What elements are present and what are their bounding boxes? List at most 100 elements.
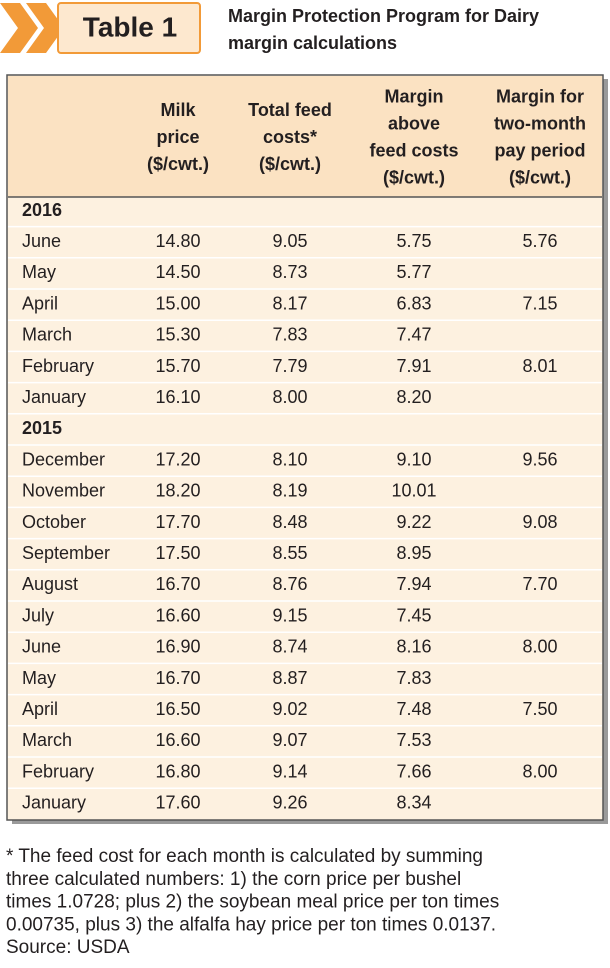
column-header: Total feed — [248, 100, 332, 120]
cell: 8.17 — [272, 293, 307, 313]
footnote: Source: USDA — [6, 937, 130, 958]
cell: 7.53 — [396, 730, 431, 750]
month: February — [22, 761, 94, 781]
month: June — [22, 637, 61, 657]
cell: 8.95 — [396, 543, 431, 563]
cell: 9.10 — [396, 449, 431, 469]
table-label: Table 1 — [83, 11, 177, 42]
footnote: 0.00735, plus 3) the alfalfa hay price p… — [6, 914, 496, 935]
cell: 8.55 — [272, 543, 307, 563]
cell: 17.70 — [155, 512, 200, 532]
cell: 15.70 — [155, 356, 200, 376]
cell: 8.10 — [272, 449, 307, 469]
cell: 16.70 — [155, 668, 200, 688]
cell: 8.00 — [522, 761, 557, 781]
cell: 16.80 — [155, 761, 200, 781]
cell: 16.90 — [155, 637, 200, 657]
month: February — [22, 356, 94, 376]
month: July — [22, 605, 54, 625]
cell: 7.66 — [396, 761, 431, 781]
column-header: pay period — [494, 140, 585, 160]
cell: 14.80 — [155, 231, 200, 251]
title: Margin Protection Program for Dairy — [228, 6, 539, 26]
cell: 9.14 — [272, 761, 307, 781]
month: March — [22, 325, 72, 345]
column-header: feed costs — [369, 140, 458, 160]
column-header: two-month — [494, 113, 586, 133]
month: March — [22, 730, 72, 750]
title: margin calculations — [228, 33, 397, 53]
cell: 7.50 — [522, 699, 557, 719]
cell: 16.60 — [155, 605, 200, 625]
cell: 7.79 — [272, 356, 307, 376]
year-heading: 2015 — [22, 418, 62, 438]
chevron — [26, 3, 64, 53]
cell: 8.34 — [396, 793, 431, 813]
cell: 7.83 — [396, 668, 431, 688]
month: January — [22, 387, 86, 407]
cell: 7.48 — [396, 699, 431, 719]
month: June — [22, 231, 61, 251]
cell: 7.91 — [396, 356, 431, 376]
cell: 9.26 — [272, 793, 307, 813]
month: August — [22, 574, 78, 594]
cell: 6.83 — [396, 293, 431, 313]
cell: 8.76 — [272, 574, 307, 594]
column-header: ($/cwt.) — [509, 167, 571, 187]
month: May — [22, 668, 56, 688]
month: April — [22, 699, 58, 719]
footnote: three calculated numbers: 1) the corn pr… — [6, 869, 461, 890]
cell: 7.45 — [396, 605, 431, 625]
footnote: * The feed cost for each month is calcul… — [6, 846, 483, 867]
cell: 18.20 — [155, 481, 200, 501]
month: November — [22, 481, 105, 501]
cell: 7.70 — [522, 574, 557, 594]
cell: 9.02 — [272, 699, 307, 719]
footnote: times 1.0728; plus 2) the soybean meal p… — [6, 892, 499, 913]
month: April — [22, 293, 58, 313]
cell: 8.16 — [396, 637, 431, 657]
column-header: ($/cwt.) — [259, 154, 321, 174]
cell: 7.15 — [522, 293, 557, 313]
cell: 15.30 — [155, 325, 200, 345]
column-header: above — [388, 113, 440, 133]
year-heading: 2016 — [22, 200, 62, 220]
column-header: price — [156, 127, 199, 147]
cell: 14.50 — [155, 262, 200, 282]
cell: 9.56 — [522, 449, 557, 469]
cell: 17.20 — [155, 449, 200, 469]
cell: 16.70 — [155, 574, 200, 594]
cell: 9.08 — [522, 512, 557, 532]
cell: 8.00 — [272, 387, 307, 407]
month: January — [22, 793, 86, 813]
cell: 8.74 — [272, 637, 307, 657]
cell: 7.94 — [396, 574, 431, 594]
cell: 15.00 — [155, 293, 200, 313]
cell: 8.00 — [522, 637, 557, 657]
cell: 5.77 — [396, 262, 431, 282]
month: October — [22, 512, 86, 532]
cell: 16.10 — [155, 387, 200, 407]
column-header: Milk — [160, 100, 196, 120]
cell: 7.83 — [272, 325, 307, 345]
cell: 9.07 — [272, 730, 307, 750]
cell: 8.01 — [522, 356, 557, 376]
cell: 16.60 — [155, 730, 200, 750]
column-header: Margin — [384, 86, 443, 106]
cell: 9.05 — [272, 231, 307, 251]
cell: 8.20 — [396, 387, 431, 407]
cell: 16.50 — [155, 699, 200, 719]
cell: 7.47 — [396, 325, 431, 345]
table-box — [6, 74, 604, 821]
cell: 9.15 — [272, 605, 307, 625]
column-header: Margin for — [496, 86, 584, 106]
cell: 17.50 — [155, 543, 200, 563]
cell: 8.19 — [272, 481, 307, 501]
cell: 10.01 — [391, 481, 436, 501]
column-header: ($/cwt.) — [383, 167, 445, 187]
cell: 17.60 — [155, 793, 200, 813]
cell: 5.75 — [396, 231, 431, 251]
month: May — [22, 262, 56, 282]
cell: 8.87 — [272, 668, 307, 688]
